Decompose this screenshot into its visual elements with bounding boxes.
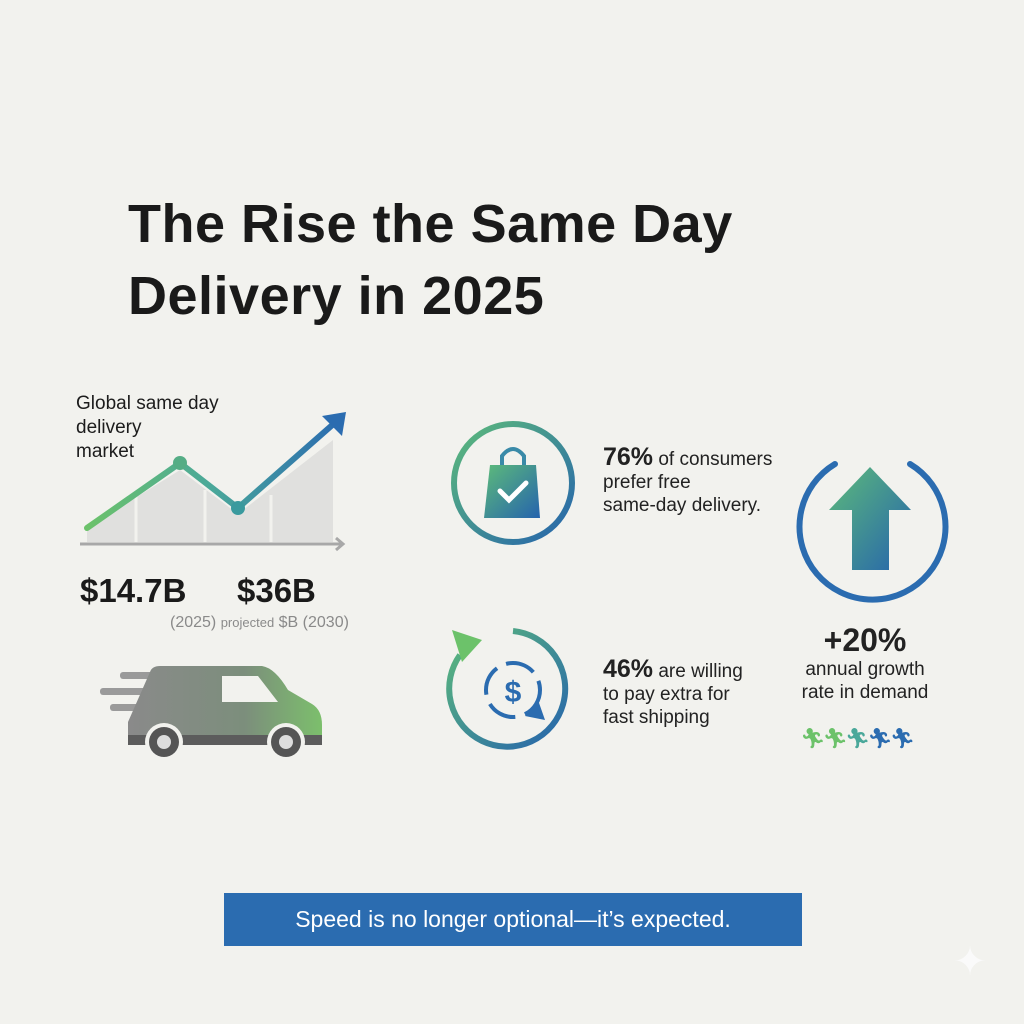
market-caption: (2025) projected $B (2030) [170, 614, 349, 632]
market-label-line: Global same day [76, 393, 219, 414]
page-title: The Rise the Same Day Delivery in 2025 [128, 188, 733, 332]
delivery-van-icon [100, 666, 322, 761]
stat-text: prefer free [603, 472, 691, 493]
market-trend-graphic [80, 412, 346, 552]
trend-arrowhead [322, 412, 346, 436]
trend-point [173, 456, 187, 470]
caption-2030: (2030) [302, 614, 349, 631]
up-arrow-icon [796, 461, 949, 603]
runner-icon: 🏃︎🏃︎ [800, 728, 848, 750]
dollar-cycle-icon: $ [446, 628, 569, 750]
stat-text: same-day delivery. [603, 495, 762, 516]
stat-percent: 46% [603, 655, 654, 683]
stat-text: fast shipping [603, 707, 710, 728]
stat-text: to pay extra for [603, 684, 730, 705]
market-value-2030: $36B [237, 572, 316, 609]
stat-text: of consumers [653, 449, 773, 470]
shopping-bag-check-icon [451, 421, 575, 545]
stat-percent: 76% [603, 443, 654, 471]
stat-percent: +20% [823, 622, 907, 658]
title-line-2: Delivery in 2025 [128, 266, 545, 326]
stat-willing: 46% are willing to pay extra for fast sh… [603, 655, 743, 729]
title-line-1: The Rise the Same Day [128, 194, 733, 254]
sparkle-icon: ✦ [953, 940, 987, 984]
market-value-2025: $14.7B [80, 572, 187, 609]
stat-consumers: 76% of consumers prefer free same-day de… [603, 443, 773, 517]
stat-growth: +20% annual growth rate in demand [780, 622, 950, 704]
runners-row: 🏃︎🏃︎🏃︎🏃︎🏃︎ [800, 726, 915, 751]
tagline-banner: Speed is no longer optional—it’s expecte… [224, 893, 802, 946]
stat-text: are willing [653, 661, 743, 682]
caption-projected: projected [220, 615, 275, 630]
market-label-line: delivery [76, 417, 142, 438]
caption-unit: $B [278, 614, 299, 631]
runner-icon: 🏃︎🏃︎ [867, 728, 915, 750]
runner-icon: 🏃︎ [844, 728, 870, 750]
stat-text: rate in demand [801, 682, 929, 703]
caption-2025: (2025) [170, 614, 217, 631]
trend-line [84, 417, 341, 531]
trend-point [231, 501, 245, 515]
stat-text: annual growth [805, 659, 925, 680]
svg-text:$: $ [505, 676, 522, 709]
market-label: Global same day delivery market [76, 392, 219, 464]
market-label-line: market [76, 441, 135, 462]
